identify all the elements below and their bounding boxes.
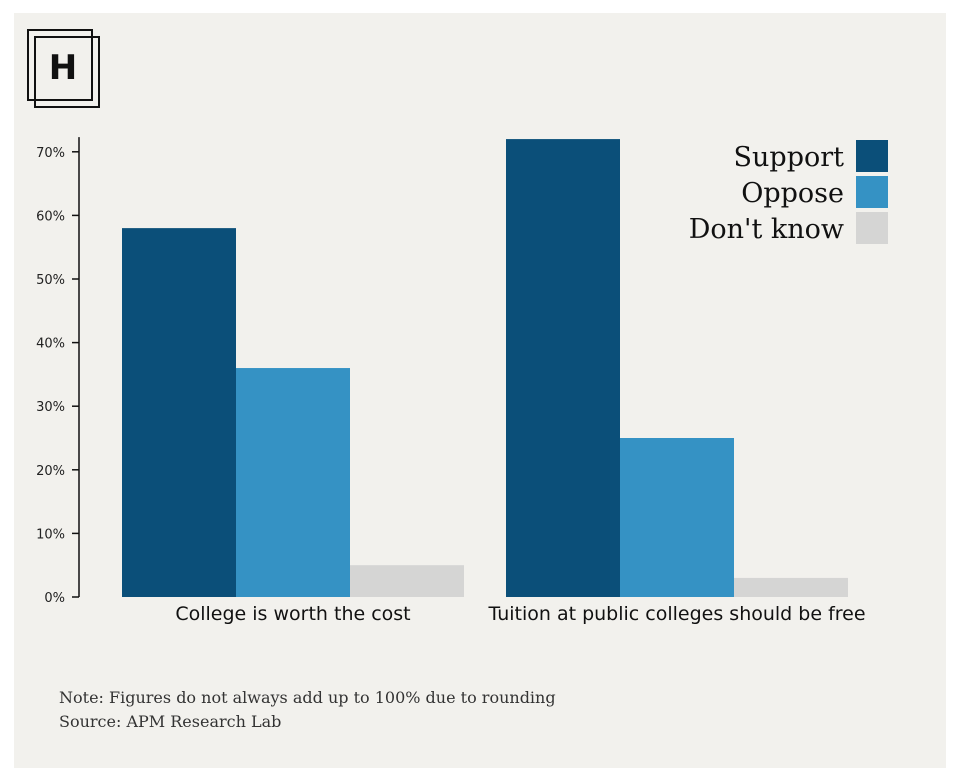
legend-label-don-t-know: Don't know bbox=[689, 214, 844, 245]
source-note: Source: APM Research Lab bbox=[59, 712, 282, 731]
category-label: Tuition at public colleges should be fre… bbox=[487, 603, 865, 625]
legend-swatch-oppose bbox=[856, 176, 888, 208]
legend-label-oppose: Oppose bbox=[741, 178, 844, 209]
y-tick-label: 50% bbox=[36, 273, 65, 288]
y-tick-label: 10% bbox=[36, 527, 65, 542]
bars bbox=[122, 139, 848, 597]
bar-support bbox=[506, 139, 620, 597]
legend-label-support: Support bbox=[734, 142, 845, 173]
y-tick-label: 60% bbox=[36, 209, 65, 224]
bar-chart: H 0% 10% 20% 30% 40% 50% 60% 70% College is wor… bbox=[27, 29, 888, 625]
y-axis: 0% 10% 20% 30% 40% 50% 60% 70% bbox=[36, 137, 80, 606]
y-tick-label: 70% bbox=[36, 146, 65, 161]
category-label: College is worth the cost bbox=[175, 603, 410, 625]
logo-letter: H bbox=[49, 48, 77, 88]
legend-swatch-support bbox=[856, 140, 888, 172]
y-tick-label: 0% bbox=[44, 591, 65, 606]
bar-oppose bbox=[236, 368, 350, 597]
bar-don-t-know bbox=[350, 565, 464, 597]
chart-panel: H 0% 10% 20% 30% 40% 50% 60% 70% College is wor… bbox=[14, 13, 946, 768]
category-labels: College is worth the cost Tuition at publ… bbox=[175, 603, 865, 625]
bar-don-t-know bbox=[734, 577, 848, 597]
legend: Support Oppose Don't know bbox=[689, 140, 888, 245]
bar-oppose bbox=[620, 438, 734, 597]
logo-icon: H bbox=[27, 29, 100, 108]
legend-swatch-don-t-know bbox=[856, 212, 888, 244]
y-tick-label: 20% bbox=[36, 464, 65, 479]
y-tick-label: 30% bbox=[36, 400, 65, 415]
y-tick-label: 40% bbox=[36, 337, 65, 352]
bar-support bbox=[122, 228, 236, 597]
footnote: Note: Figures do not always add up to 10… bbox=[59, 688, 556, 707]
